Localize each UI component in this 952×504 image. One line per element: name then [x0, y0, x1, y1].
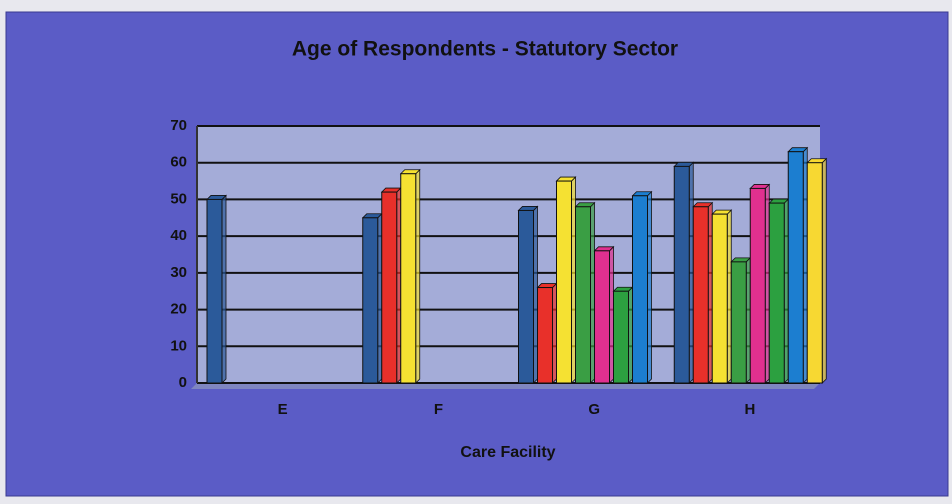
x-axis-title: Care Facility	[460, 444, 555, 461]
y-tick-label: 40	[170, 227, 187, 244]
bar	[673, 165, 690, 384]
bar-side	[377, 212, 383, 384]
bar	[206, 198, 223, 384]
x-tick-label: E	[278, 401, 288, 418]
bar-side	[628, 286, 633, 384]
bar-side	[764, 183, 770, 384]
bar-top	[574, 202, 596, 208]
bar-side	[707, 201, 713, 384]
bar-top	[631, 191, 653, 197]
bar-top	[517, 206, 539, 211]
bar-top	[399, 169, 421, 175]
bar-top	[612, 286, 634, 292]
plot-back	[197, 126, 820, 383]
y-tick-label: 50	[170, 190, 187, 207]
bar-side	[571, 176, 576, 384]
bar	[806, 162, 823, 384]
bar	[711, 213, 728, 384]
y-tick-label: 60	[170, 154, 187, 171]
bar-top	[206, 195, 227, 200]
x-tick-label: F	[434, 401, 443, 418]
bar	[632, 195, 648, 384]
plot-floor	[191, 383, 820, 389]
bar	[594, 250, 610, 384]
bar-side	[647, 190, 652, 384]
bar-side	[783, 198, 789, 384]
bar	[518, 209, 534, 384]
y-tick-label: 10	[170, 337, 187, 354]
bar-top	[380, 187, 402, 193]
bar-side	[609, 245, 614, 384]
bar-side	[552, 282, 557, 384]
bar-side	[221, 194, 227, 384]
bar-top	[361, 213, 383, 219]
x-tick-label: H	[744, 401, 755, 418]
y-tick-label: 30	[170, 264, 187, 281]
bar	[749, 187, 766, 384]
bar-side	[396, 187, 402, 384]
x-tick-label: G	[588, 401, 600, 418]
bar	[400, 173, 417, 384]
bar	[362, 217, 379, 384]
y-tick-label: 20	[170, 301, 187, 318]
bar-top	[749, 184, 771, 189]
bar	[537, 287, 553, 384]
bar-side	[533, 205, 538, 384]
bar	[768, 202, 785, 384]
bar-top	[711, 209, 733, 215]
bar-top	[806, 158, 828, 164]
y-tick-label: 70	[170, 117, 187, 134]
bar	[787, 151, 804, 384]
bar-side	[688, 161, 694, 384]
bar-top	[692, 202, 714, 208]
chart-title: Age of Respondents - Statutory Sector	[292, 38, 678, 61]
bar-top	[730, 257, 752, 263]
bar-top	[536, 283, 558, 288]
bar-side	[726, 209, 732, 384]
y-tick-label: 0	[179, 374, 187, 391]
bar-top	[768, 198, 790, 204]
bar-top	[593, 246, 615, 252]
bar-top	[555, 176, 577, 182]
bar-side	[415, 168, 421, 384]
bar	[381, 191, 398, 384]
bar-side	[802, 146, 808, 384]
bar-side	[590, 201, 595, 384]
bar-side	[745, 256, 751, 384]
bar	[613, 290, 629, 384]
bar-top	[673, 161, 695, 167]
bar	[730, 261, 747, 384]
bar	[692, 206, 709, 384]
bar-side	[821, 157, 827, 384]
bar	[575, 206, 591, 384]
bar	[556, 180, 572, 384]
bar-top	[787, 147, 809, 153]
